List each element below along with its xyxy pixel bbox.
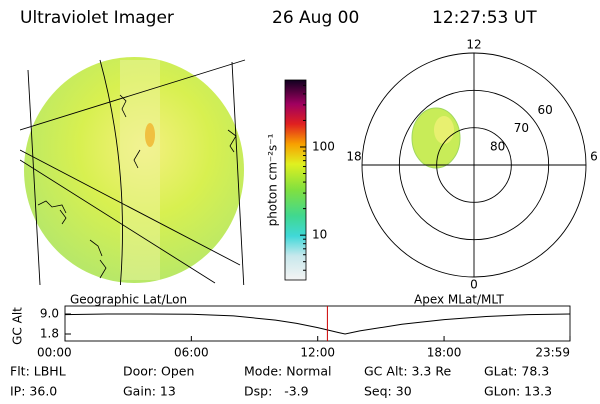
status-field: GLon: 13.3 xyxy=(484,384,552,399)
colorbar-ticks: 10 100 xyxy=(300,84,335,271)
altitude-strip: 9.0 1.8 00:00 06:00 12:00 18:00 23:59 xyxy=(37,306,571,360)
latitude-circle xyxy=(361,52,587,278)
latitude-label: 60 xyxy=(537,103,552,117)
latitude-circle xyxy=(436,127,512,203)
colorbar-tick-label: 10 xyxy=(312,228,327,242)
colorbar-label: photon cm⁻²s⁻¹ xyxy=(266,133,280,226)
latitude-label: 80 xyxy=(490,139,505,153)
status-field: Seq: 30 xyxy=(364,384,412,399)
x-tick-label: 00:00 xyxy=(37,346,72,360)
status-field: GC Alt: 3.3 Re xyxy=(364,364,451,379)
status-field: IP: 36.0 xyxy=(10,384,57,399)
x-tick-label: 18:00 xyxy=(427,346,462,360)
altitude-frame xyxy=(64,305,571,342)
mlt-label: 6 xyxy=(590,150,598,164)
colorbar xyxy=(284,79,307,281)
mlt-label: 0 xyxy=(470,278,478,292)
status-field: Gain: 13 xyxy=(123,384,176,399)
x-tick-label: 12:00 xyxy=(300,346,335,360)
colorbar-tick-label: 100 xyxy=(312,139,335,153)
altitude-ylabel: GC Alt xyxy=(11,307,25,345)
time: 12:27:53 UT xyxy=(432,8,537,28)
mlt-label: 18 xyxy=(346,150,361,164)
status-field: Dsp: -3.9 xyxy=(244,384,309,399)
title: Ultraviolet Imager xyxy=(20,8,174,28)
status-field: Mode: Normal xyxy=(244,364,331,379)
polar-label: Apex MLat/MLT xyxy=(414,293,504,307)
date: 26 Aug 00 xyxy=(272,8,359,28)
x-tick-label: 06:00 xyxy=(174,346,209,360)
mlt-label: 12 xyxy=(466,38,481,52)
uv-image xyxy=(20,57,246,285)
latitude-circle xyxy=(398,89,550,241)
status-field: Flt: LBHL xyxy=(10,364,66,379)
y-tick-label: 1.8 xyxy=(40,327,59,341)
altitude-line xyxy=(64,313,571,335)
footer: Flt: LBHL Door: Open Mode: Normal GC Alt: 3… xyxy=(10,364,552,399)
status-field: Door: Open xyxy=(123,364,194,379)
latitude-label: 70 xyxy=(514,121,529,135)
image-label: Geographic Lat/Lon xyxy=(70,293,187,307)
y-tick-label: 9.0 xyxy=(40,307,59,321)
x-tick-label: 23:59 xyxy=(535,346,570,360)
status-field: GLat: 78.3 xyxy=(484,364,549,379)
